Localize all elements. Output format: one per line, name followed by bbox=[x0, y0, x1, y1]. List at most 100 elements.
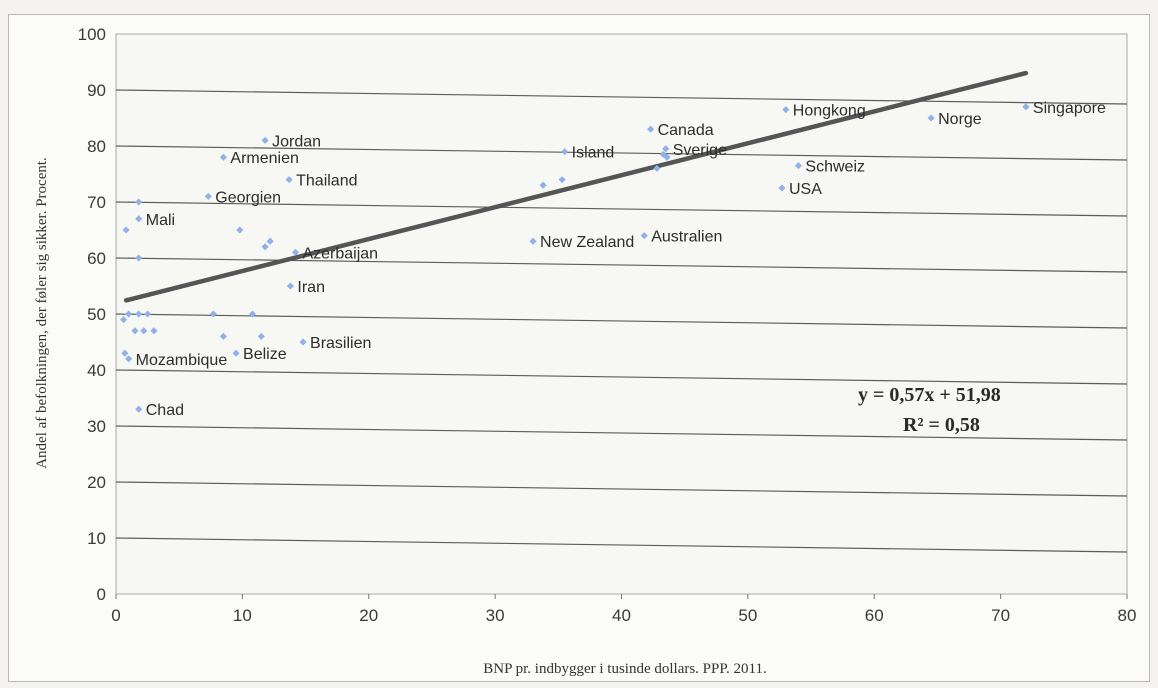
data-point bbox=[135, 254, 143, 262]
data-point bbox=[135, 215, 143, 223]
y-tick-label: 100 bbox=[78, 25, 106, 44]
point-label: Hongkong bbox=[793, 103, 866, 120]
regression-equation: y = 0,57x + 51,98 bbox=[858, 384, 1001, 406]
y-tick-label: 40 bbox=[87, 361, 106, 380]
data-point bbox=[204, 192, 212, 200]
x-axis-title: BNP pr. indbygger i tusinde dollars. PPP… bbox=[483, 661, 767, 677]
x-tick-label: 70 bbox=[991, 606, 1010, 625]
point-label: Mozambique bbox=[136, 352, 228, 369]
data-point bbox=[927, 114, 935, 122]
data-point bbox=[122, 226, 130, 234]
plot-area bbox=[115, 33, 1128, 595]
point-label: Thailand bbox=[296, 173, 357, 190]
gridline-y-50 bbox=[115, 313, 1128, 329]
trendline-layer bbox=[123, 70, 1029, 303]
gridline-y-20 bbox=[115, 481, 1128, 497]
data-point bbox=[778, 184, 786, 192]
data-point bbox=[140, 327, 148, 335]
x-tick-label: 20 bbox=[359, 606, 378, 625]
y-tick-label: 80 bbox=[87, 137, 106, 156]
data-point bbox=[558, 176, 566, 184]
y-tick-label: 20 bbox=[87, 473, 106, 492]
point-label: Chad bbox=[146, 402, 184, 419]
x-tick-labels: 0 10 20 30 40 50 60 70 80 bbox=[111, 594, 1136, 625]
data-point bbox=[299, 338, 307, 346]
y-tick-labels: 0 10 20 30 40 50 60 70 80 90 100 bbox=[78, 25, 106, 604]
data-point bbox=[291, 248, 299, 256]
point-label: Georgien bbox=[215, 189, 281, 206]
y-axis-title: Andel af befolkningen, der føler sig sik… bbox=[34, 157, 50, 469]
x-tick-label: 10 bbox=[233, 606, 252, 625]
point-label: Canada bbox=[658, 122, 714, 139]
data-points bbox=[120, 103, 1030, 413]
data-point bbox=[257, 332, 265, 340]
point-label: Brasilien bbox=[310, 335, 371, 352]
y-tick-label: 60 bbox=[87, 249, 106, 268]
gridline-y-70 bbox=[115, 201, 1128, 217]
point-label: New Zealand bbox=[540, 234, 634, 251]
point-label: Sverige bbox=[673, 142, 727, 159]
point-label: Azerbaijan bbox=[302, 245, 378, 262]
data-point bbox=[653, 164, 661, 172]
point-label: Island bbox=[572, 145, 615, 162]
point-labels: Singapore Hongkong Norge Canada Sverige Islan… bbox=[136, 100, 1106, 419]
data-point bbox=[640, 232, 648, 240]
data-point bbox=[219, 332, 227, 340]
r-squared: R² = 0,58 bbox=[903, 414, 980, 436]
point-label: Mali bbox=[146, 212, 175, 229]
data-point bbox=[539, 181, 547, 189]
y-tick-label: 50 bbox=[87, 305, 106, 324]
data-point bbox=[121, 349, 129, 357]
data-point bbox=[261, 243, 269, 251]
point-label: Iran bbox=[297, 279, 325, 296]
y-tick-label: 0 bbox=[97, 585, 106, 604]
point-label: Jordan bbox=[272, 133, 321, 150]
data-point bbox=[266, 237, 274, 245]
point-label: Norge bbox=[938, 111, 982, 128]
gridline-y-30 bbox=[115, 425, 1128, 441]
x-tick-label: 30 bbox=[486, 606, 505, 625]
data-point bbox=[236, 226, 244, 234]
data-point bbox=[125, 355, 133, 363]
data-point bbox=[135, 310, 143, 318]
data-point bbox=[209, 310, 217, 318]
data-point bbox=[248, 310, 257, 318]
data-point bbox=[135, 198, 143, 206]
point-label: Australien bbox=[651, 229, 722, 246]
x-tick-label: 40 bbox=[612, 606, 631, 625]
gridline-y-40 bbox=[115, 369, 1128, 385]
point-label: Schweiz bbox=[805, 159, 865, 176]
y-tick-label: 10 bbox=[87, 529, 106, 548]
data-point bbox=[232, 349, 240, 357]
x-tick-label: 60 bbox=[865, 606, 884, 625]
x-tick-label: 80 bbox=[1118, 606, 1137, 625]
data-point bbox=[219, 153, 227, 161]
point-label: USA bbox=[789, 181, 822, 198]
data-point bbox=[286, 282, 294, 290]
data-point bbox=[120, 316, 128, 324]
x-tick-label: 0 bbox=[111, 606, 120, 625]
data-point bbox=[663, 153, 671, 161]
point-label: Singapore bbox=[1033, 100, 1106, 117]
gridline-y-80 bbox=[115, 145, 1128, 161]
data-point bbox=[150, 327, 158, 335]
data-point bbox=[529, 237, 537, 245]
y-tick-label: 90 bbox=[87, 81, 106, 100]
data-point bbox=[662, 145, 670, 153]
data-point bbox=[135, 405, 143, 413]
y-tick-label: 70 bbox=[87, 193, 106, 212]
data-point bbox=[794, 162, 802, 170]
gridline-y-10 bbox=[115, 537, 1128, 553]
trendline bbox=[123, 70, 1029, 303]
data-point bbox=[131, 327, 139, 335]
x-tick-label: 50 bbox=[738, 606, 757, 625]
data-point bbox=[125, 310, 133, 318]
data-point bbox=[647, 125, 655, 133]
data-point bbox=[261, 136, 269, 144]
data-point bbox=[561, 148, 569, 156]
gridline-y-90 bbox=[115, 89, 1128, 105]
point-label: Belize bbox=[243, 346, 287, 363]
data-point bbox=[144, 310, 152, 318]
y-tick-label: 30 bbox=[87, 417, 106, 436]
